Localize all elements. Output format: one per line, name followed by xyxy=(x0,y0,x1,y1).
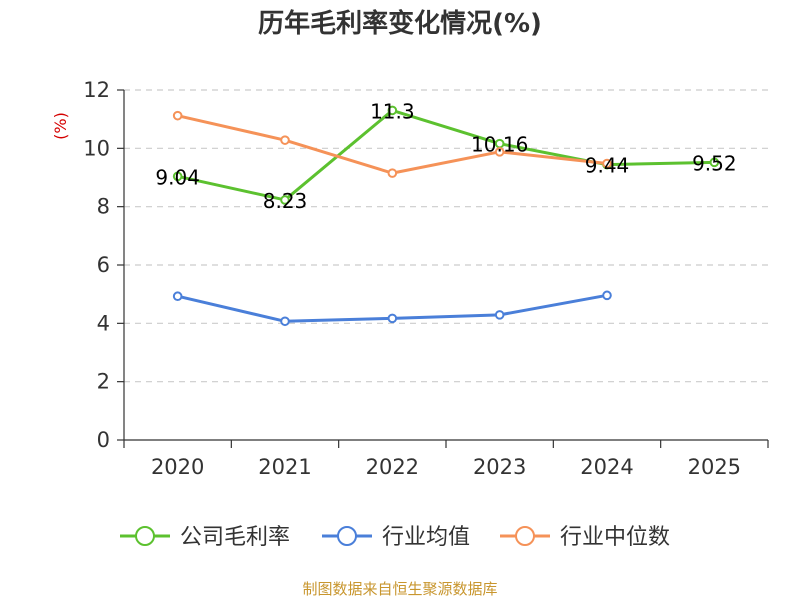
y-axis-unit: (%) xyxy=(51,112,70,140)
x-tick-label: 2022 xyxy=(366,455,419,479)
x-tick-label: 2025 xyxy=(688,455,741,479)
legend-marker xyxy=(515,526,535,546)
data-point xyxy=(602,290,612,301)
data-point xyxy=(387,313,398,324)
data-label: 9.52 xyxy=(692,151,737,175)
legend-label: 公司毛利率 xyxy=(180,525,290,550)
legend-item[interactable]: 行业中位数 xyxy=(500,525,670,550)
data-label: 9.44 xyxy=(585,154,630,178)
data-point xyxy=(172,110,183,121)
y-tick-label: 12 xyxy=(83,78,110,102)
data-point xyxy=(172,291,183,302)
data-label: 9.04 xyxy=(155,165,200,189)
data-point xyxy=(280,135,290,145)
y-tick-label: 4 xyxy=(97,311,110,335)
legend-label: 行业均值 xyxy=(382,525,470,550)
data-point xyxy=(280,195,290,205)
data-labels: 9.04 8.23 11.3 10.16 9.44 9.52 xyxy=(155,99,736,213)
y-tick-label: 10 xyxy=(83,136,110,160)
x-tick-label: 2023 xyxy=(473,455,526,479)
data-point xyxy=(494,310,505,320)
data-point xyxy=(387,168,398,178)
legend-item[interactable]: 公司毛利率 xyxy=(120,525,290,550)
gridlines xyxy=(124,89,768,383)
x-axis: 2020 2021 2022 2023 2024 2025 xyxy=(123,439,769,479)
data-label: 10.16 xyxy=(471,133,528,157)
series-line xyxy=(177,114,608,175)
data-point xyxy=(280,316,290,327)
x-tick-label: 2020 xyxy=(151,455,204,479)
legend-marker xyxy=(135,526,155,546)
legend-label: 行业中位数 xyxy=(560,525,670,550)
series-line xyxy=(177,108,715,202)
legend[interactable]: 公司毛利率 行业均值 行业中位数 xyxy=(120,525,670,550)
data-point xyxy=(172,171,183,182)
chart-title: 历年毛利率变化情况(%) xyxy=(258,8,542,39)
data-point xyxy=(709,157,720,168)
x-tick-label: 2024 xyxy=(580,455,633,479)
y-tick-label: 6 xyxy=(97,253,110,277)
data-label: 8.23 xyxy=(263,189,308,213)
y-axis: 0 2 4 6 8 10 12 xyxy=(83,78,125,452)
y-tick-label: 8 xyxy=(97,195,110,219)
legend-item[interactable]: 行业均值 xyxy=(322,525,470,550)
x-tick-label: 2021 xyxy=(258,455,311,479)
source-note: 制图数据来自恒生聚源数据库 xyxy=(302,580,497,598)
data-point xyxy=(387,105,398,116)
data-label: 11.3 xyxy=(370,99,415,123)
legend-marker xyxy=(337,526,357,546)
data-point xyxy=(602,158,612,169)
data-point xyxy=(494,147,505,157)
series-lines xyxy=(172,105,720,327)
y-tick-label: 0 xyxy=(97,428,110,452)
y-tick-label: 2 xyxy=(97,370,110,394)
